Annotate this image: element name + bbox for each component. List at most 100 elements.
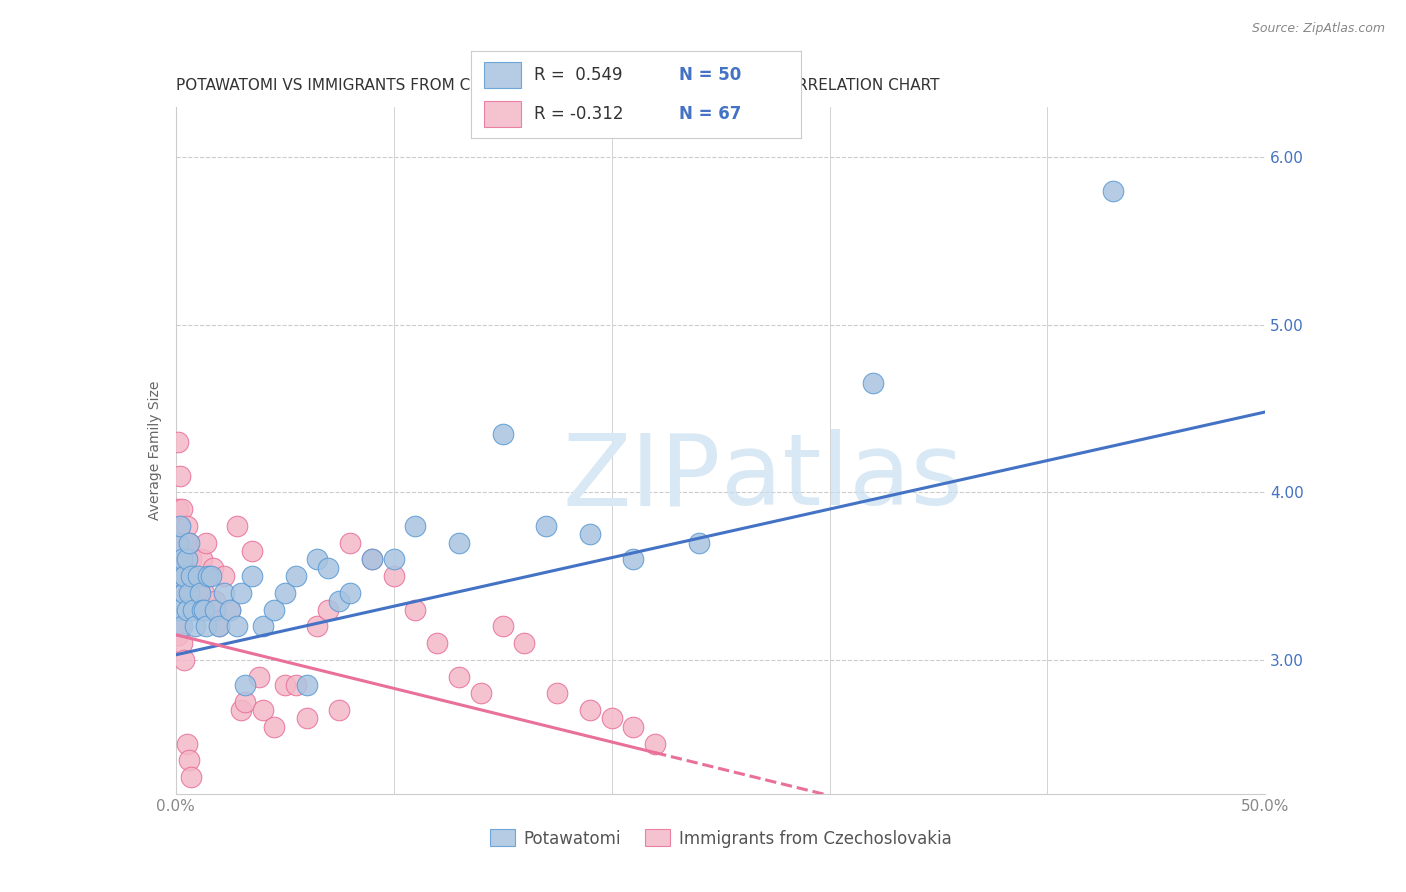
Point: [295, 711, 318, 725]
Point: [177, 753, 200, 767]
Point: [173, 535, 195, 549]
Point: [284, 678, 307, 692]
Point: [263, 602, 285, 616]
Point: [492, 619, 515, 633]
Point: [382, 569, 405, 583]
Text: N = 50: N = 50: [679, 66, 741, 85]
Point: [252, 619, 274, 633]
Point: [176, 552, 198, 566]
Point: [231, 586, 253, 600]
Point: [173, 569, 195, 583]
Legend: Potawatomi, Immigrants from Czechoslovakia: Potawatomi, Immigrants from Czechoslovak…: [482, 822, 959, 855]
Point: [231, 703, 253, 717]
Point: [204, 594, 226, 608]
Point: [169, 569, 191, 583]
Point: [447, 670, 470, 684]
Text: ZIP: ZIP: [562, 429, 721, 526]
Point: [219, 602, 242, 616]
Point: [235, 695, 257, 709]
Point: [328, 594, 350, 608]
Point: [186, 569, 209, 583]
Point: [360, 552, 382, 566]
Point: [492, 426, 515, 441]
Point: [339, 535, 361, 549]
Point: [173, 653, 195, 667]
Point: [176, 519, 198, 533]
Point: [546, 686, 568, 700]
Point: [204, 602, 226, 616]
Point: [200, 602, 222, 616]
Point: [426, 636, 449, 650]
Point: [339, 586, 361, 600]
Text: POTAWATOMI VS IMMIGRANTS FROM CZECHOSLOVAKIA AVERAGE FAMILY SIZE CORRELATION CHA: POTAWATOMI VS IMMIGRANTS FROM CZECHOSLOV…: [176, 78, 939, 94]
FancyBboxPatch shape: [484, 101, 520, 127]
Point: [181, 602, 204, 616]
Point: [167, 535, 190, 549]
Point: [219, 602, 242, 616]
Point: [274, 586, 297, 600]
Point: [247, 670, 270, 684]
Point: [169, 619, 191, 633]
Y-axis label: Average Family Size: Average Family Size: [148, 381, 162, 520]
Point: [197, 602, 219, 616]
Point: [176, 737, 198, 751]
Point: [688, 535, 710, 549]
Point: [405, 519, 427, 533]
Point: [169, 468, 191, 483]
Point: [360, 552, 382, 566]
Point: [169, 569, 191, 583]
Point: [195, 619, 218, 633]
Text: R = -0.312: R = -0.312: [534, 104, 623, 123]
Point: [579, 703, 602, 717]
Point: [208, 619, 231, 633]
Point: [263, 720, 285, 734]
Point: [186, 569, 209, 583]
Point: [382, 552, 405, 566]
Point: [176, 586, 198, 600]
Point: [197, 569, 219, 583]
Point: [235, 678, 257, 692]
Point: [177, 586, 200, 600]
Point: [447, 535, 470, 549]
Point: [172, 552, 194, 566]
Point: [167, 535, 190, 549]
Point: [193, 586, 215, 600]
Point: [188, 586, 211, 600]
Point: [295, 678, 318, 692]
Point: [191, 602, 214, 616]
Point: [644, 737, 666, 751]
Point: [284, 569, 307, 583]
Point: [621, 720, 644, 734]
Point: [318, 602, 340, 616]
Point: [180, 569, 202, 583]
Point: [167, 502, 190, 516]
Point: [184, 586, 207, 600]
Text: R =  0.549: R = 0.549: [534, 66, 623, 85]
Text: atlas: atlas: [721, 429, 962, 526]
Point: [173, 586, 195, 600]
Point: [193, 602, 215, 616]
Point: [172, 552, 194, 566]
Point: [252, 703, 274, 717]
Point: [307, 619, 329, 633]
Point: [188, 586, 211, 600]
Point: [177, 569, 200, 583]
Point: [176, 552, 198, 566]
Text: N = 67: N = 67: [679, 104, 741, 123]
Point: [1102, 184, 1125, 198]
Point: [167, 628, 190, 642]
Point: [195, 535, 218, 549]
Point: [191, 552, 214, 566]
Point: [240, 569, 263, 583]
Point: [405, 602, 427, 616]
Text: Source: ZipAtlas.com: Source: ZipAtlas.com: [1251, 22, 1385, 36]
Point: [225, 519, 247, 533]
Point: [172, 535, 194, 549]
Point: [225, 619, 247, 633]
Point: [177, 535, 200, 549]
Point: [172, 619, 194, 633]
Point: [579, 527, 602, 541]
Point: [173, 569, 195, 583]
FancyBboxPatch shape: [484, 62, 520, 88]
Point: [169, 519, 191, 533]
